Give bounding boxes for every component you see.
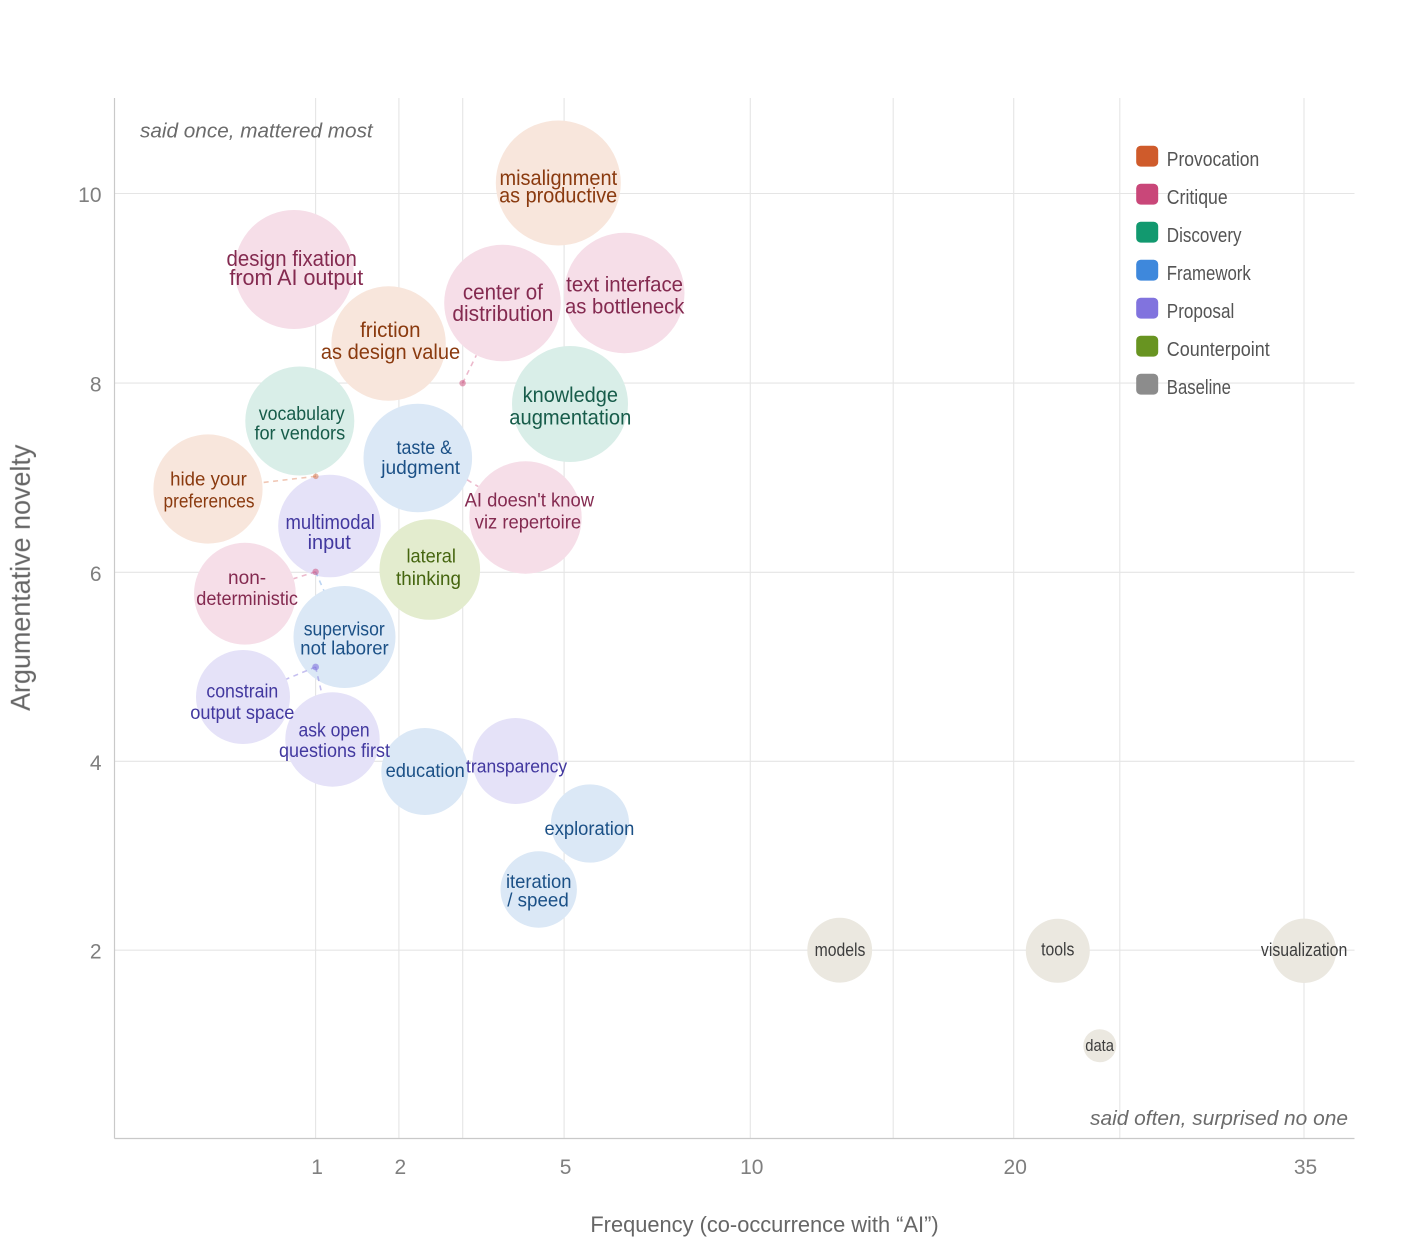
svg-text:output space: output space [190,703,294,724]
svg-text:Counterpoint: Counterpoint [1167,339,1270,361]
svg-text:20: 20 [1004,1156,1027,1179]
svg-text:input: input [308,532,352,554]
svg-text:Argumentative novelty: Argumentative novelty [5,445,36,711]
svg-text:preferences: preferences [164,492,255,513]
svg-text:misalignment: misalignment [499,166,617,190]
svg-text:AI doesn't know: AI doesn't know [465,490,595,512]
svg-text:tools: tools [1041,940,1074,960]
svg-text:Critique: Critique [1167,187,1228,209]
svg-text:1: 1 [311,1156,323,1179]
svg-text:design fixation: design fixation [227,246,357,271]
svg-text:not laborer: not laborer [300,639,389,660]
svg-text:5: 5 [560,1156,572,1179]
svg-text:vocabulary: vocabulary [259,404,345,425]
svg-text:from AI output: from AI output [229,265,363,290]
svg-text:augmentation: augmentation [509,406,631,430]
svg-text:4: 4 [90,752,102,775]
svg-text:supervisor: supervisor [304,619,386,640]
svg-text:knowledge: knowledge [523,383,618,407]
svg-text:Provocation: Provocation [1167,149,1259,171]
svg-text:questions first: questions first [279,741,391,762]
svg-text:distribution: distribution [452,301,553,326]
svg-text:Framework: Framework [1167,263,1252,285]
svg-text:as productive: as productive [499,184,617,208]
svg-text:iteration: iteration [506,871,572,893]
svg-text:Proposal: Proposal [1167,301,1235,323]
svg-text:said once, mattered most: said once, mattered most [140,121,374,143]
svg-text:judgment: judgment [380,457,460,479]
svg-text:friction: friction [360,317,420,342]
svg-text:as design value: as design value [321,339,460,364]
svg-text:lateral: lateral [406,546,456,568]
svg-text:2: 2 [90,941,102,964]
svg-text:ask open: ask open [299,721,370,742]
svg-text:hide your: hide your [170,469,247,490]
svg-text:10: 10 [740,1156,763,1179]
svg-text:35: 35 [1294,1156,1317,1179]
svg-text:visualization: visualization [1261,940,1347,960]
svg-text:/ speed: / speed [507,890,569,912]
svg-text:constrain: constrain [206,682,278,703]
svg-text:Baseline: Baseline [1167,377,1231,399]
svg-text:thinking: thinking [396,568,461,590]
svg-text:for vendors: for vendors [254,424,345,445]
svg-text:models: models [815,940,866,960]
svg-text:as bottleneck: as bottleneck [565,293,684,318]
svg-text:Frequency (co-occurrence with: Frequency (co-occurrence with “AI”) [590,1212,938,1237]
svg-text:Discovery: Discovery [1167,225,1242,247]
svg-text:education: education [386,760,465,782]
svg-text:10: 10 [78,184,101,207]
svg-text:exploration: exploration [545,818,635,840]
svg-text:said often, surprised no one: said often, surprised no one [1090,1107,1348,1130]
svg-text:non-: non- [228,567,266,589]
svg-text:deterministic: deterministic [196,588,298,610]
svg-text:taste &: taste & [397,437,453,459]
svg-text:transparency: transparency [466,756,568,777]
svg-text:2: 2 [395,1156,407,1179]
svg-text:text interface: text interface [566,272,683,297]
svg-text:8: 8 [90,374,102,397]
svg-text:center of: center of [463,279,544,304]
svg-text:data: data [1085,1037,1114,1055]
svg-text:multimodal: multimodal [286,512,375,534]
svg-text:viz repertoire: viz repertoire [475,511,581,533]
svg-text:6: 6 [90,563,102,586]
